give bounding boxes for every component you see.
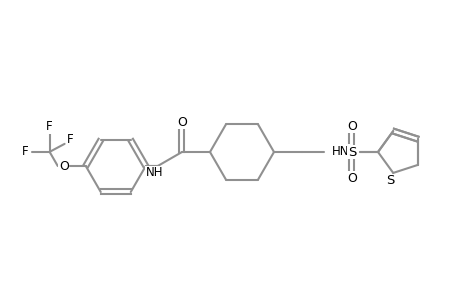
Text: F: F	[67, 134, 74, 146]
Text: O: O	[346, 172, 356, 184]
Text: O: O	[346, 119, 356, 133]
Text: S: S	[347, 146, 355, 158]
Text: F: F	[46, 120, 53, 134]
Text: NH: NH	[146, 167, 163, 179]
Text: O: O	[177, 116, 186, 128]
Text: S: S	[385, 174, 393, 188]
Text: F: F	[22, 146, 29, 158]
Text: HN: HN	[331, 145, 349, 158]
Text: O: O	[59, 160, 68, 172]
